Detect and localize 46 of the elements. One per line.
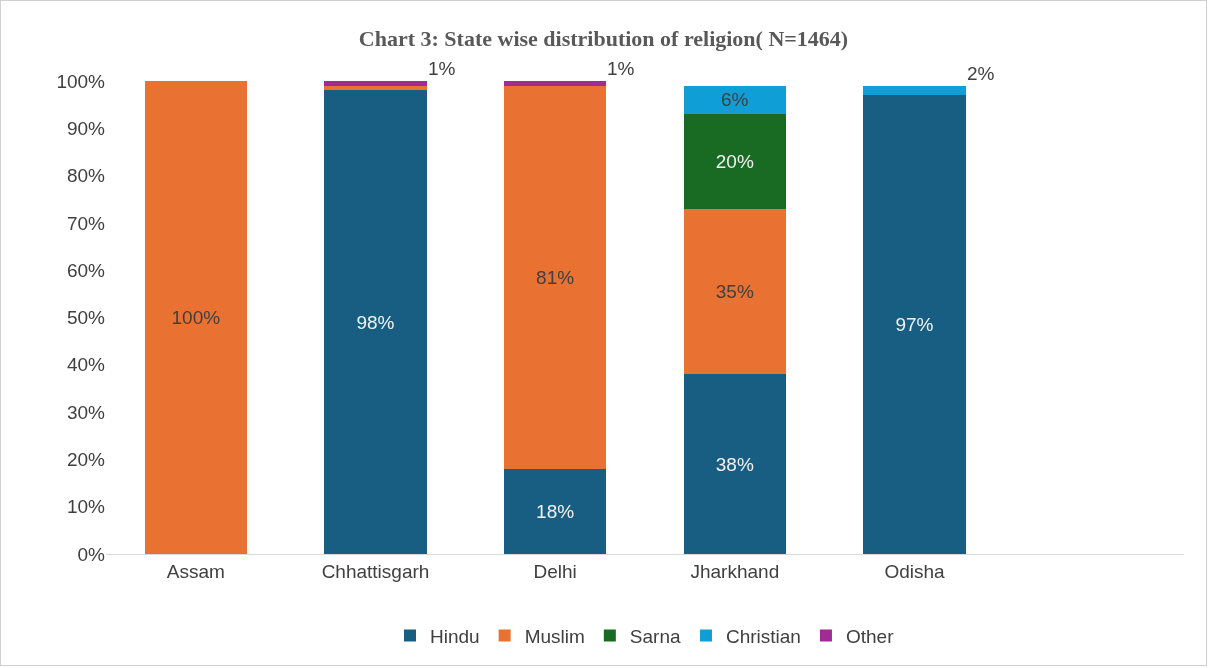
data-label: 81% — [536, 266, 575, 288]
x-tick-label: Assam — [166, 560, 225, 582]
x-tick-label: Delhi — [533, 560, 577, 582]
x-tick-label: Jharkhand — [690, 560, 780, 582]
bar — [144, 81, 248, 554]
data-label: 98% — [356, 311, 395, 333]
legend-label: Sarna — [629, 625, 681, 647]
chart-title: Chart 3: State wise distribution of religion( N=1464) — [358, 26, 849, 52]
y-tick-label: 60% — [66, 259, 106, 281]
data-label: 100% — [171, 307, 221, 328]
bar — [863, 95, 966, 554]
bar — [683, 85, 787, 115]
legend-label: Other — [845, 625, 895, 647]
y-tick-label: 100% — [56, 70, 106, 92]
y-tick-label: 90% — [66, 117, 106, 139]
bar — [503, 85, 607, 469]
bar — [324, 90, 427, 554]
bar — [863, 85, 966, 96]
y-tick-label: 0% — [77, 543, 106, 565]
y-tick-label: 40% — [66, 354, 106, 376]
legend-label: Christian — [725, 625, 801, 647]
data-label: 38% — [715, 453, 754, 475]
bar — [503, 468, 607, 554]
data-label: 35% — [715, 280, 754, 302]
y-tick-label: 50% — [66, 307, 106, 329]
bar — [683, 114, 787, 209]
x-tick-label: Chhattisgarh — [321, 560, 430, 582]
bar — [683, 208, 787, 375]
data-label: 1% — [428, 58, 456, 79]
bar — [683, 374, 787, 554]
bar — [503, 81, 607, 86]
data-label: 20% — [715, 150, 754, 172]
legend-label: Hindu — [430, 625, 480, 647]
y-tick-label: 30% — [66, 401, 106, 423]
y-tick-label: 70% — [66, 212, 106, 234]
data-label: 6% — [721, 89, 749, 111]
legend-label: Muslim — [524, 625, 585, 647]
y-tick-label: 10% — [66, 496, 106, 518]
data-label: 1% — [607, 58, 635, 79]
data-label: 18% — [536, 500, 575, 522]
y-tick-label: 20% — [66, 449, 106, 471]
data-label: 97% — [895, 314, 934, 336]
x-tick-label: Odisha — [884, 560, 946, 582]
y-tick-label: 80% — [66, 165, 106, 187]
data-label: 2% — [967, 63, 995, 84]
bar — [324, 81, 427, 86]
